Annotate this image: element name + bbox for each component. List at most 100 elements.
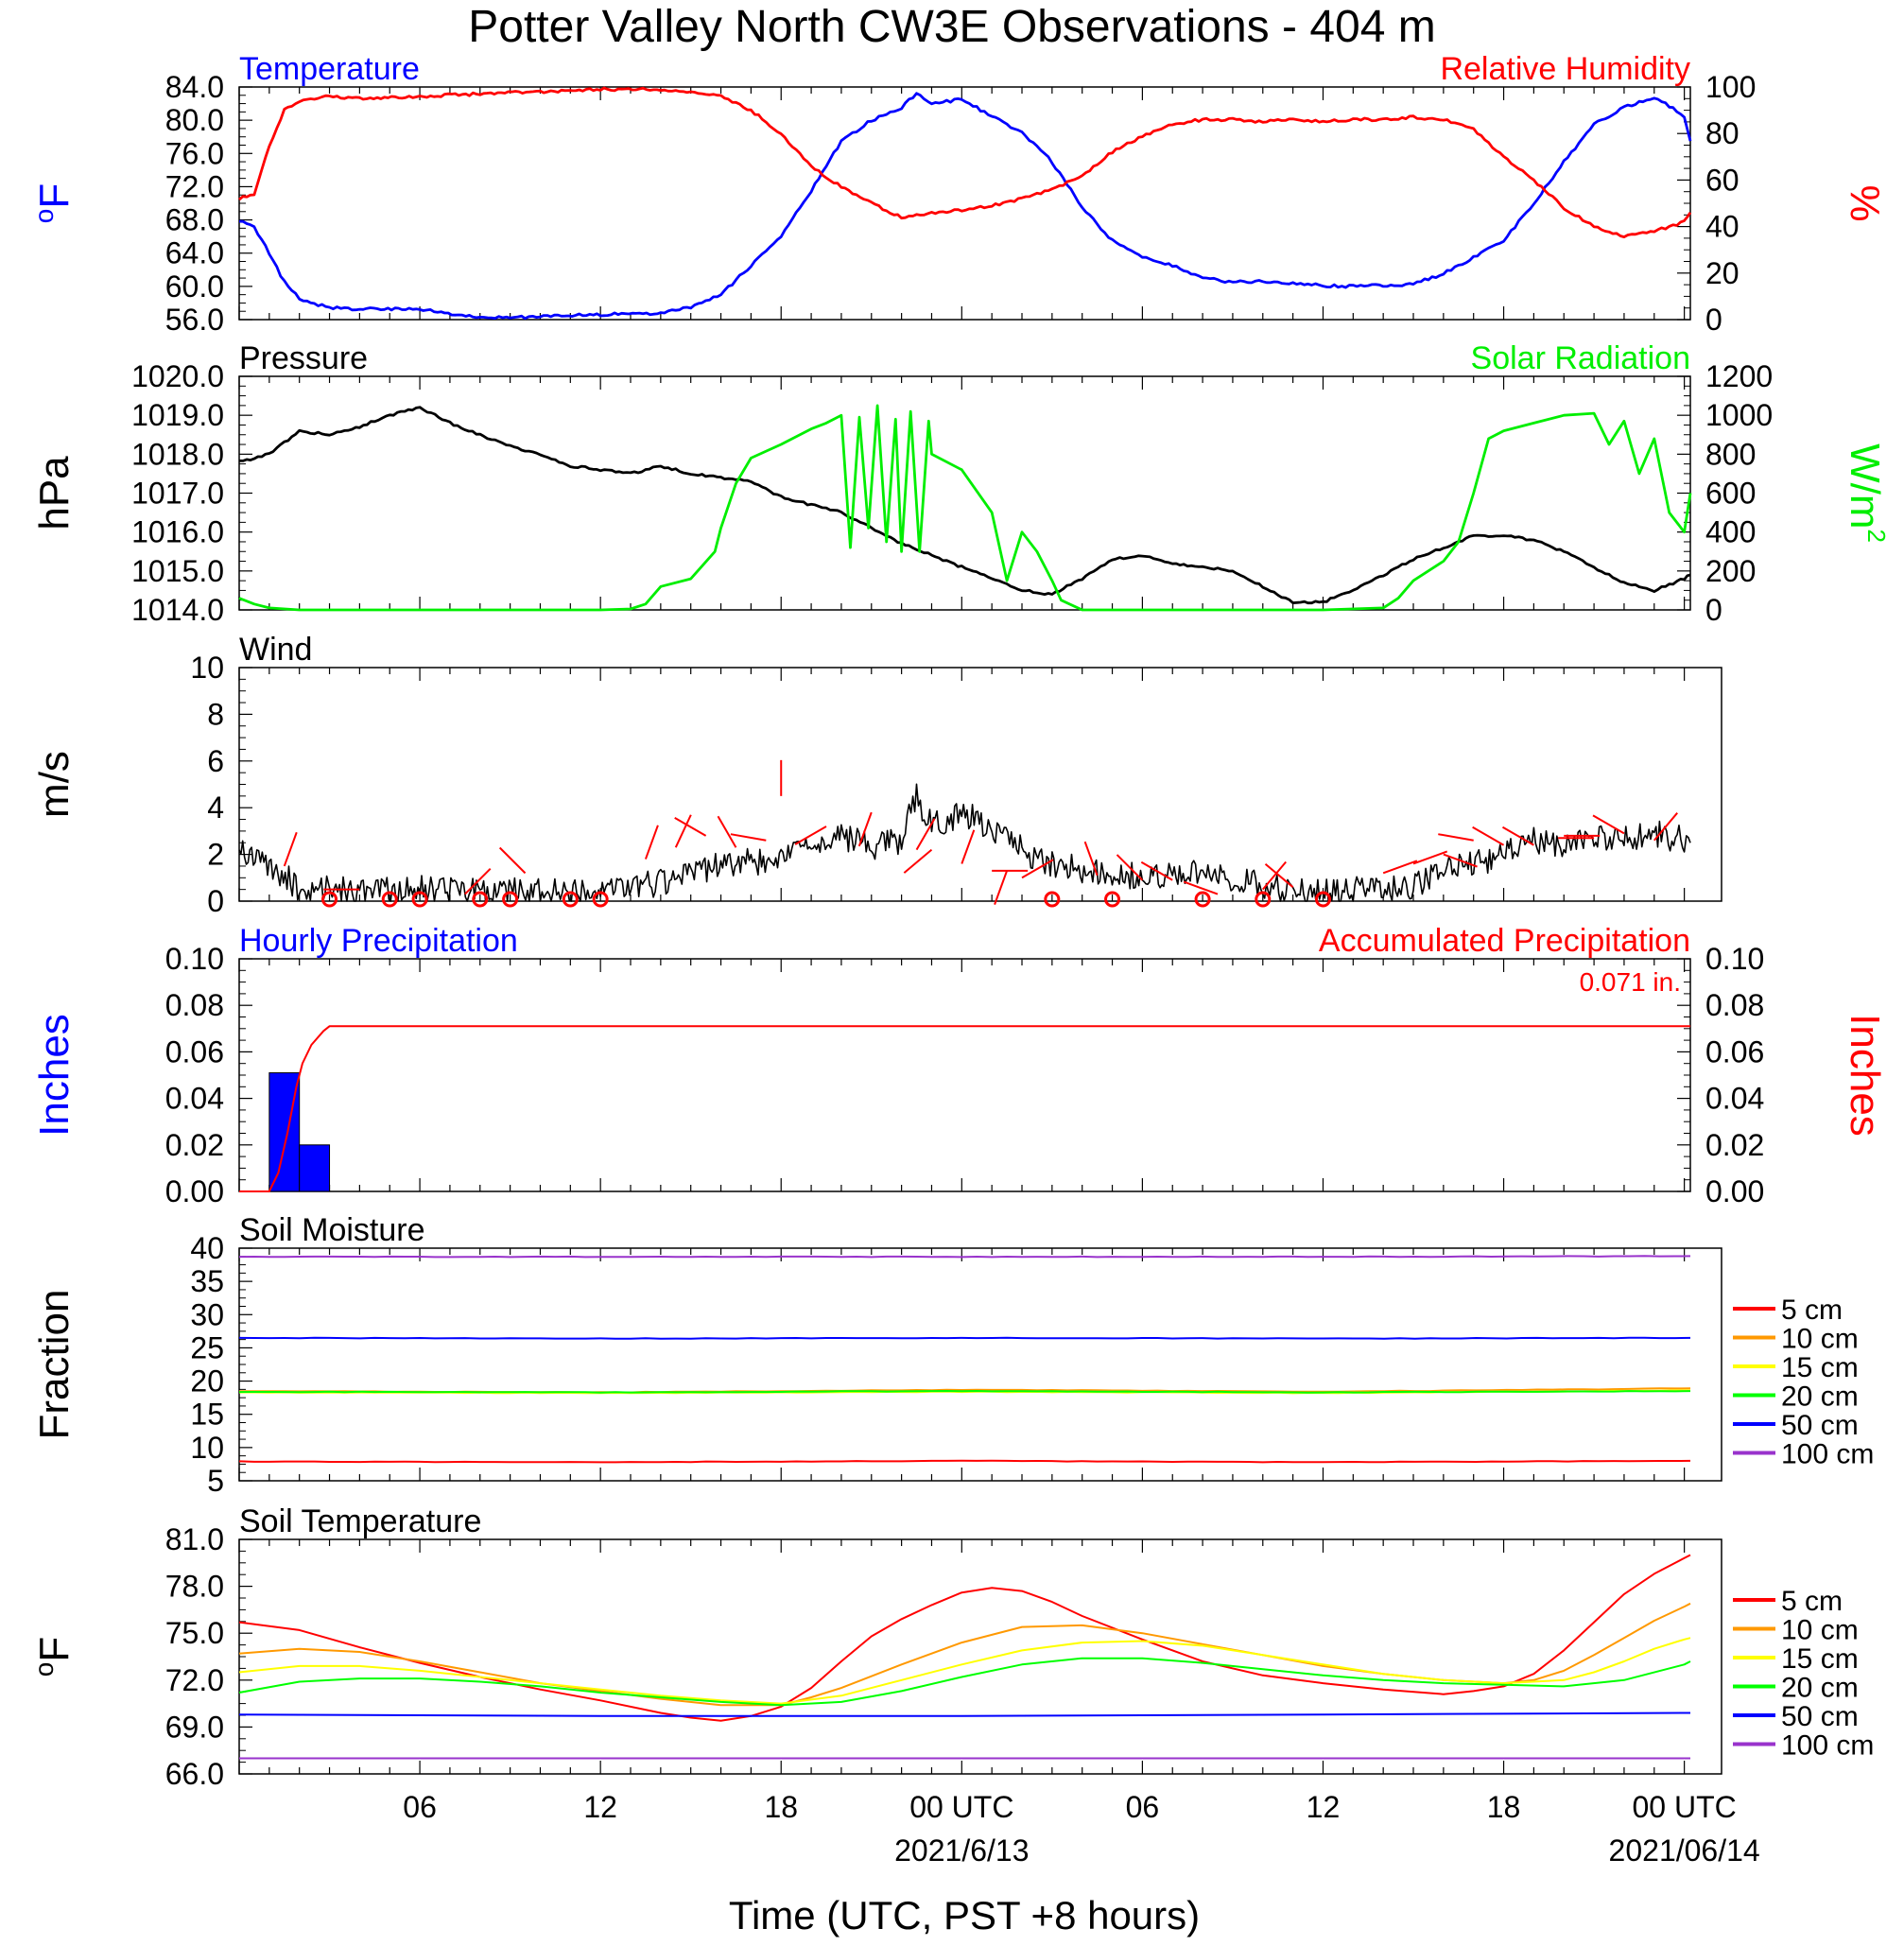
- series-line-5-cm: [238, 1554, 1691, 1722]
- y-tick-label: 0.08: [165, 988, 224, 1022]
- series-line-20-cm: [238, 1390, 1691, 1394]
- y-tick-label: 20: [1705, 256, 1740, 290]
- plot-frame: [238, 1247, 1722, 1482]
- wind-barb: [1592, 814, 1625, 835]
- panel-title-right: Relative Humidity: [1440, 51, 1690, 87]
- panel-title-right: Solar Radiation: [1471, 340, 1690, 376]
- wind-barb: [1116, 854, 1144, 881]
- panel-title-left: Temperature: [239, 51, 420, 87]
- calm-wind-marker: [1194, 891, 1211, 908]
- panel-wind: 0 2 4 6 8 10 Wind m/s: [31, 632, 1722, 918]
- wind-barb: [730, 833, 767, 842]
- y-axis-label: Fraction: [31, 1290, 78, 1440]
- y-tick-label: 72.0: [165, 169, 224, 203]
- series-line-accumulated-precipitation: [239, 1025, 1690, 1192]
- wind-barb: [794, 825, 827, 845]
- y-tick-label: 0.06: [165, 1034, 224, 1069]
- y-tick-label: 4: [207, 791, 224, 825]
- wind-barb: [1443, 853, 1478, 868]
- panel-title-left: Soil Moisture: [239, 1212, 425, 1248]
- legend-label: 15 cm: [1781, 1643, 1859, 1675]
- panel-precip: 0.00 0.02 0.04 0.06 0.08 0.10 0.00 0.02 0.04 0.06…: [31, 923, 1888, 1208]
- series-line-10-cm: [238, 1602, 1691, 1707]
- precip-bar: [299, 1144, 331, 1192]
- calm-wind-marker: [321, 891, 338, 908]
- x-tick-label: 00 UTC: [1633, 1790, 1737, 1824]
- y-tick-label: 8: [207, 697, 224, 731]
- legend-label: 100 cm: [1781, 1439, 1874, 1470]
- legend-label: 50 cm: [1781, 1410, 1859, 1441]
- plot-frame: [238, 958, 1691, 1192]
- y-tick-label: 0.10: [165, 942, 224, 976]
- calm-wind-marker: [1255, 891, 1272, 908]
- x-axis-title: Time (UTC, PST +8 hours): [729, 1893, 1200, 1937]
- wind-barb: [1140, 860, 1173, 881]
- wind-barb: [464, 868, 492, 895]
- calm-wind-marker: [381, 891, 398, 908]
- x-tick-date-label: 2021/06/14: [1609, 1833, 1760, 1868]
- calm-wind-marker: [472, 891, 489, 908]
- y-tick-label: 0.04: [1705, 1082, 1764, 1116]
- series-line-15-cm: [238, 1637, 1691, 1705]
- y-tick-label: 0: [1705, 593, 1722, 627]
- y-tick-label: 100: [1705, 70, 1756, 104]
- x-tick-label: 12: [583, 1790, 617, 1824]
- y-tick-label: 60: [1705, 163, 1740, 197]
- y-tick-label: 6: [207, 744, 224, 778]
- wind-barb: [857, 811, 873, 847]
- y-tick-label: 1015.0: [131, 554, 224, 588]
- y-tick-label: 2: [207, 838, 224, 872]
- legend-label: 5 cm: [1781, 1586, 1843, 1617]
- wind-barb: [1438, 833, 1474, 842]
- wind-barb: [915, 818, 936, 851]
- series-line-wind: [238, 783, 1691, 902]
- y-tick-label: 0.08: [1705, 988, 1764, 1022]
- y-tick-label: 0.00: [165, 1174, 224, 1208]
- y-tick-label: 1200: [1705, 359, 1773, 393]
- y-tick-label: 56.0: [165, 303, 224, 337]
- y-tick-label: 69.0: [165, 1710, 224, 1744]
- y-axis-label: W/m2: [1842, 443, 1891, 543]
- wind-barb: [1382, 860, 1418, 875]
- series-line-temperature: [238, 92, 1692, 321]
- calm-wind-marker: [1044, 891, 1061, 908]
- page-title: Potter Valley North CW3E Observations - …: [468, 2, 1436, 52]
- y-tick-label: 0: [207, 884, 224, 918]
- legend-label: 10 cm: [1781, 1324, 1859, 1355]
- panel-title-right: Accumulated Precipitation: [1319, 923, 1690, 959]
- y-tick-label: 600: [1705, 477, 1756, 511]
- series-line-100-cm: [238, 1255, 1691, 1259]
- wind-barb: [498, 846, 527, 875]
- calm-wind-marker: [562, 891, 579, 908]
- y-tick-label: 60.0: [165, 269, 224, 304]
- y-tick-label: 1017.0: [131, 477, 224, 511]
- series-line-50-cm: [238, 1711, 1691, 1717]
- calm-wind-marker: [1314, 891, 1331, 908]
- x-tick-label: 00 UTC: [909, 1790, 1013, 1824]
- y-tick-label: 66.0: [165, 1757, 224, 1791]
- y-axis-label: hPa: [31, 456, 78, 530]
- series-line-5-cm: [238, 1459, 1691, 1464]
- y-tick-label: 30: [190, 1297, 224, 1331]
- legend-label: 10 cm: [1781, 1615, 1859, 1646]
- y-axis-label: oF: [29, 183, 78, 223]
- series-line-relative-humidity: [238, 86, 1692, 239]
- y-tick-label: 80: [1705, 116, 1740, 150]
- y-axis-label: Inches: [1842, 1014, 1888, 1137]
- wind-barb: [1021, 859, 1054, 879]
- y-tick-label: 84.0: [165, 70, 224, 104]
- y-tick-label: 0: [1705, 303, 1722, 337]
- y-axis-label: %: [1842, 184, 1888, 221]
- panel-title-left: Wind: [239, 632, 312, 668]
- wind-barb: [717, 815, 737, 848]
- y-tick-label: 1018.0: [131, 437, 224, 471]
- legend-label: 50 cm: [1781, 1701, 1859, 1732]
- wind-barb: [1262, 860, 1287, 891]
- panels: 56.060.064.068.072.076.080.084.002040608…: [29, 51, 1891, 1868]
- y-tick-label: 78.0: [165, 1570, 224, 1604]
- y-tick-label: 15: [190, 1398, 224, 1432]
- y-tick-label: 0.10: [1705, 942, 1764, 976]
- y-tick-label: 25: [190, 1330, 224, 1364]
- y-tick-label: 76.0: [165, 136, 224, 170]
